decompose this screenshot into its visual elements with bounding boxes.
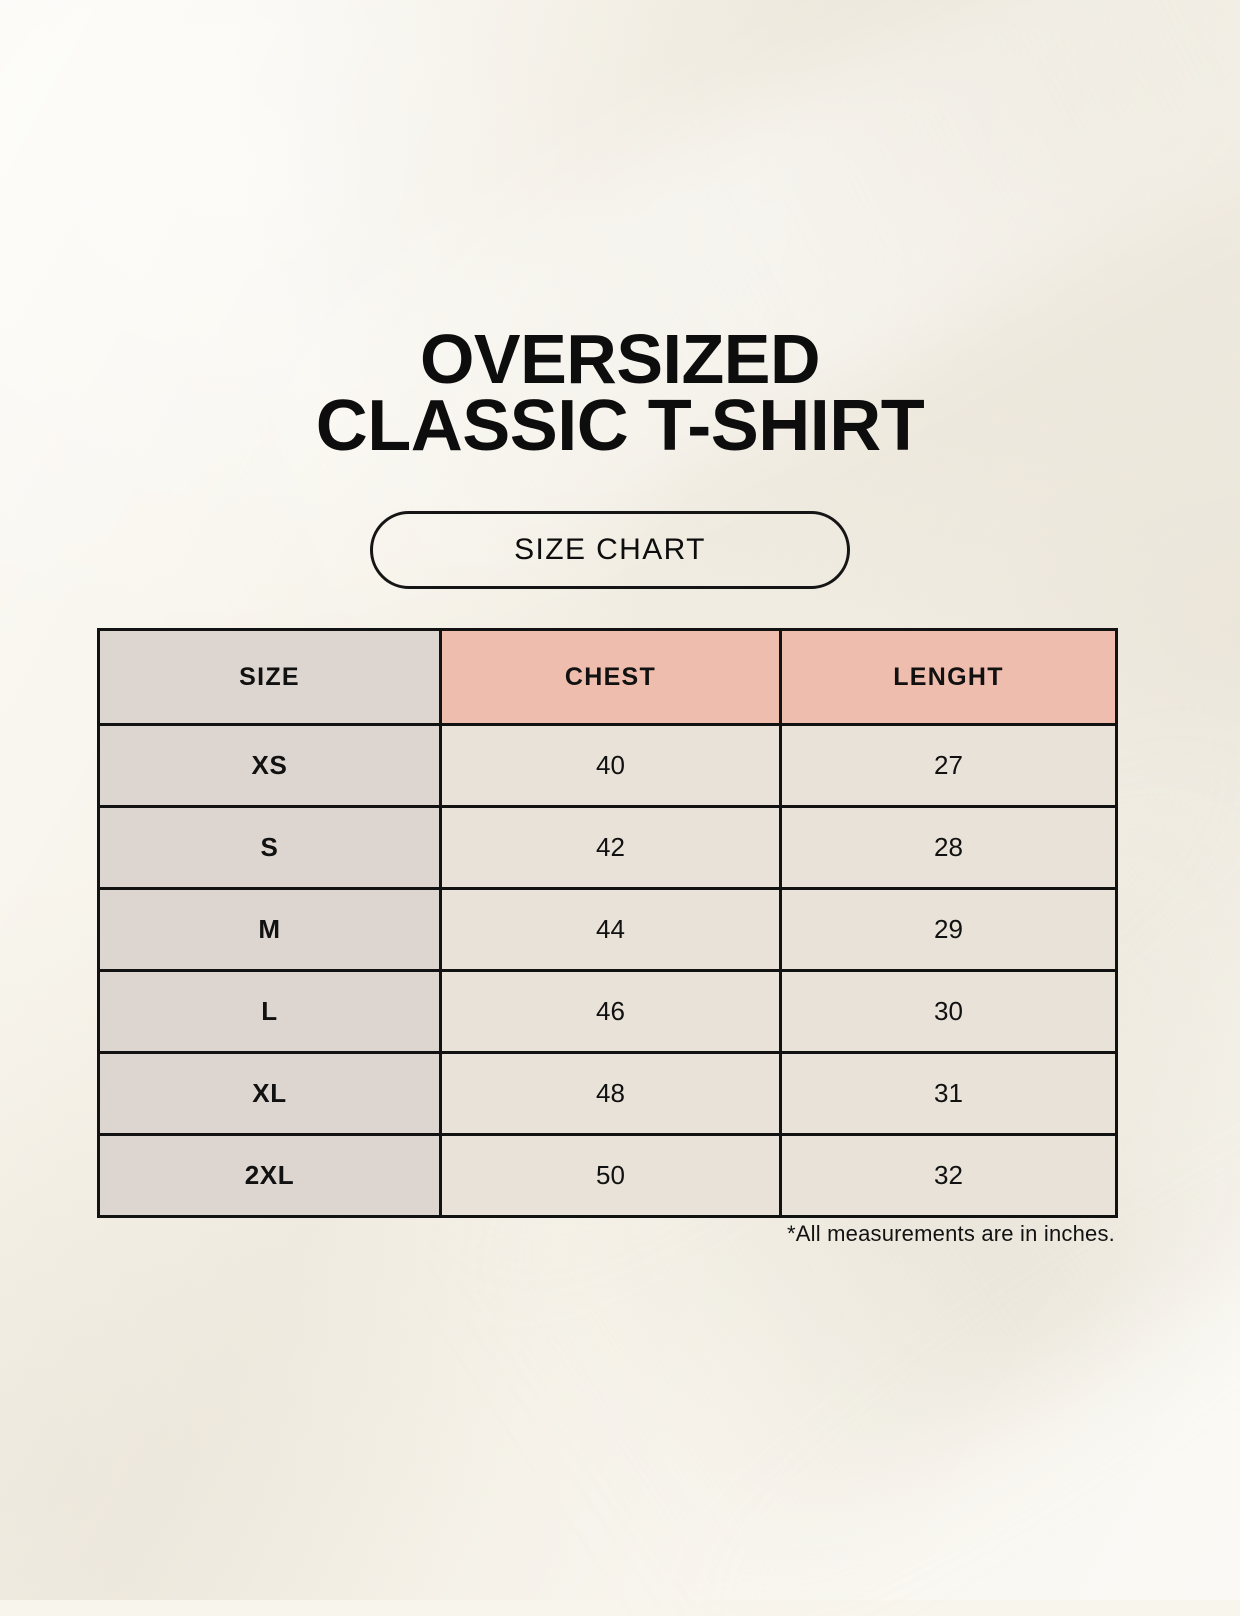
- table-row: XS 40 27: [97, 723, 1118, 808]
- cell-chest: 48: [439, 1051, 782, 1136]
- cell-chest: 42: [439, 805, 782, 890]
- cell-size: L: [97, 969, 442, 1054]
- page-title: OVERSIZED CLASSIC T-SHIRT: [0, 320, 1240, 466]
- cell-length: 29: [779, 887, 1118, 972]
- cell-chest: 50: [439, 1133, 782, 1218]
- cell-chest: 40: [439, 723, 782, 808]
- table-row: 2XL 50 32: [97, 1133, 1118, 1218]
- cell-size: XL: [97, 1051, 442, 1136]
- table-row: XL 48 31: [97, 1051, 1118, 1136]
- cell-size: M: [97, 887, 442, 972]
- column-header-length: LENGHT: [779, 628, 1118, 726]
- measurement-footnote: *All measurements are in inches.: [787, 1221, 1115, 1246]
- cell-length: 31: [779, 1051, 1118, 1136]
- cell-chest: 44: [439, 887, 782, 972]
- title-line-1: OVERSIZED: [419, 320, 821, 398]
- cell-size: 2XL: [97, 1133, 442, 1218]
- cell-length: 28: [779, 805, 1118, 890]
- cell-length: 30: [779, 969, 1118, 1054]
- title-line-2: CLASSIC T-SHIRT: [315, 386, 925, 466]
- cell-size: S: [97, 805, 442, 890]
- column-header-size: SIZE: [97, 628, 442, 726]
- table-row: S 42 28: [97, 805, 1118, 890]
- table-row: M 44 29: [97, 887, 1118, 972]
- size-chart-badge: SIZE CHART: [370, 511, 850, 589]
- cell-chest: 46: [439, 969, 782, 1054]
- table-row: L 46 30: [97, 969, 1118, 1054]
- column-header-chest: CHEST: [439, 628, 782, 726]
- size-chart-badge-label: SIZE CHART: [514, 533, 706, 566]
- cell-length: 27: [779, 723, 1118, 808]
- cell-length: 32: [779, 1133, 1118, 1218]
- cell-size: XS: [97, 723, 442, 808]
- table-header: SIZE CHEST LENGHT: [97, 628, 1118, 726]
- size-chart-table: SIZE CHEST LENGHT XS 40 27 S 42 28 M 44 …: [97, 628, 1118, 1218]
- table-body: XS 40 27 S 42 28 M 44 29 L 46 30 XL 48: [97, 723, 1118, 1218]
- table-header-row: SIZE CHEST LENGHT: [97, 628, 1118, 726]
